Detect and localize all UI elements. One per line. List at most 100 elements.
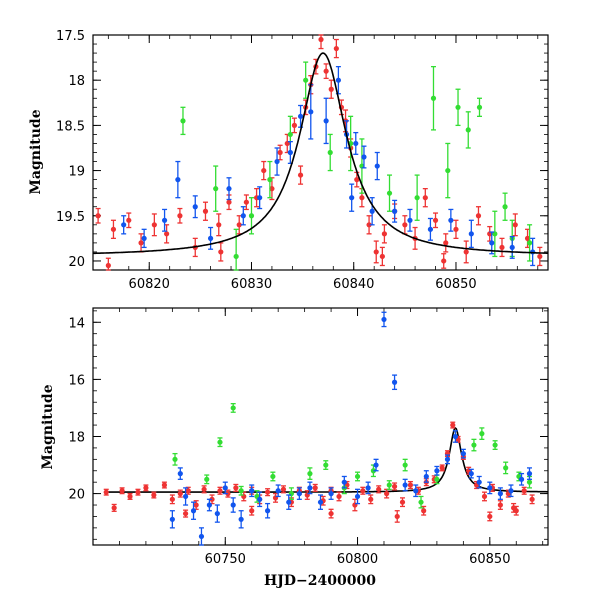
bottom-blue-point (177, 467, 183, 480)
bottom-y-tick-label: 20 (68, 488, 85, 503)
top-blue-point (448, 208, 454, 232)
top-red-point (402, 215, 408, 235)
top-y-tick-label: 18 (68, 74, 85, 89)
top-red-point (218, 242, 224, 262)
top-y-tick-label: 19 (68, 165, 85, 180)
top-tick-labels: 60820 60830 60840 60850 17.5 18 18.5 19 19.5 20 (56, 29, 477, 292)
bottom-red-point (360, 486, 366, 495)
top-red-point (441, 253, 447, 269)
bottom-x-tick-label: 60750 (205, 552, 246, 567)
bottom-red-point (376, 485, 382, 494)
bottom-blue-point (222, 481, 228, 495)
bottom-blue-point (286, 494, 292, 510)
top-red-point (323, 63, 329, 80)
top-red-point (177, 207, 183, 224)
bottom-blue-point (238, 510, 244, 529)
top-blue-point (226, 177, 232, 201)
top-blue-point (141, 228, 147, 249)
top-y-tick-label: 19.5 (56, 210, 85, 225)
top-red-point (443, 233, 449, 253)
bottom-blue-point (214, 504, 220, 523)
bottom-red-point (450, 421, 456, 429)
top-y-tick-label: 17.5 (56, 29, 85, 44)
top-blue-point (274, 147, 280, 176)
bottom-blue-point (275, 484, 281, 498)
bottom-blue-point (460, 448, 466, 459)
bottom-blue-point (341, 475, 347, 489)
bottom-red-point (391, 482, 398, 491)
top-blue-point (121, 215, 127, 235)
bottom-green-point (230, 403, 236, 413)
top-red-point (297, 165, 304, 185)
bottom-blue-point (391, 374, 398, 391)
bottom-blue-point (497, 487, 503, 500)
bottom-red-point (135, 488, 141, 496)
bottom-red-point (182, 509, 189, 518)
bottom-green-point (492, 440, 498, 450)
bottom-blue-point (169, 510, 175, 529)
bottom-green-point (354, 471, 361, 482)
top-red-point (318, 34, 324, 50)
top-ticks (93, 34, 548, 270)
bottom-green-point (471, 438, 477, 452)
bottom-green-point (503, 461, 509, 475)
bottom-red-point (399, 497, 406, 508)
top-green-point (502, 192, 508, 221)
top-model-curve (93, 52, 548, 255)
top-panel: 60820 60830 60840 60850 17.5 18 18.5 19 19.5 20 M… (28, 29, 549, 292)
bottom-green-point (370, 464, 377, 478)
bottom-red-point (336, 491, 342, 502)
top-red-point (537, 246, 543, 267)
top-red-point (366, 215, 372, 235)
bottom-blue-point (307, 481, 313, 495)
bottom-red-point (497, 500, 503, 510)
top-green-point (445, 142, 451, 199)
bottom-blue-point (526, 467, 533, 480)
bottom-green-point (254, 490, 260, 503)
bottom-ticks (92, 308, 548, 545)
top-red-point (138, 233, 144, 253)
bottom-red-point (225, 489, 231, 498)
bottom-blue-point (373, 458, 379, 472)
top-blue-point (374, 151, 380, 181)
bottom-green-point (204, 474, 210, 485)
top-blue-point (240, 206, 246, 226)
bottom-red-point (352, 498, 358, 512)
bottom-green-point (238, 485, 244, 496)
bottom-blue-point (381, 311, 387, 328)
bottom-red-point (119, 487, 125, 495)
bottom-red-point (111, 503, 117, 512)
bottom-blue-point (328, 487, 334, 500)
top-red-point (284, 133, 290, 154)
top-red-point (202, 201, 209, 221)
bottom-blue-point (434, 465, 440, 476)
top-x-tick-label: 60850 (435, 277, 476, 292)
top-red-point (354, 171, 360, 188)
bottom-red-point (529, 494, 535, 505)
bottom-green-point (402, 458, 408, 472)
top-red-point (432, 212, 439, 229)
top-red-point (381, 224, 388, 244)
top-blue-point (192, 195, 198, 219)
bottom-red-point (161, 481, 168, 489)
top-green-point (492, 210, 498, 258)
top-blue-point (361, 145, 367, 169)
top-green-point (430, 65, 437, 131)
bottom-red-point (127, 492, 133, 500)
top-red-point (110, 219, 117, 240)
top-blue-point (297, 104, 304, 128)
top-red-point (512, 213, 518, 237)
top-red-point (126, 212, 132, 229)
bottom-red-point (177, 489, 183, 498)
bottom-green-point (288, 487, 295, 500)
bottom-red-point (394, 510, 400, 523)
top-blue-point (353, 131, 359, 155)
top-green-point (526, 224, 533, 262)
top-blue-point (257, 186, 263, 210)
top-y-tick-label: 20 (68, 255, 85, 270)
top-x-tick-label: 60820 (129, 277, 170, 292)
bottom-red-point (487, 511, 493, 522)
bottom-blue-point (264, 502, 271, 519)
top-red-point (463, 240, 469, 264)
